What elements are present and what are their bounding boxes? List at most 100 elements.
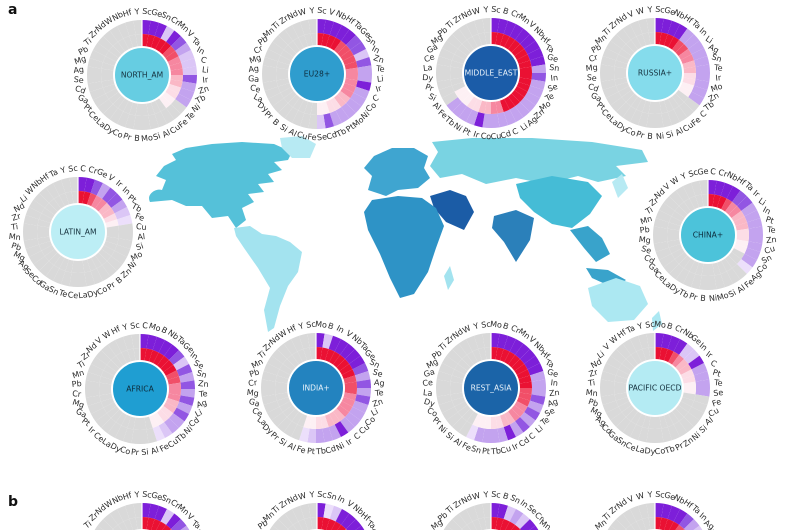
outer-ring-segment-Ge [90,179,103,196]
inner-ring-segment-Li [618,363,632,375]
inner-ring-segment-Te [514,401,528,413]
outer-ring-segment-Pb [653,226,668,235]
element-label-Ni: Ni [126,259,138,271]
element-label-Si: Si [444,431,455,443]
inner-ring-segment-Mg [616,396,630,407]
outer-ring-segment-Ga [436,371,453,382]
outer-ring-segment-Mo [693,79,710,90]
outer-ring-segment-Y [123,334,134,351]
outer-ring-segment-Cd [600,79,617,90]
outer-ring-segment-Y [133,20,142,35]
outer-ring-segment-Sn [474,426,485,443]
element-label-In: In [335,324,346,335]
inner-ring-segment-Ni [101,245,115,257]
outer-ring-segment-Ag [262,65,277,74]
element-label-Sc: Sc [645,320,655,330]
element-label-Sc: Sc [317,490,327,500]
outer-ring-segment-Hf [524,355,541,370]
outer-ring-segment-Nb [117,22,130,39]
inner-ring-segment-Pr [129,102,138,116]
outer-ring-segment-Sc [307,333,316,348]
inner-ring-segment-Cd [614,77,628,86]
inner-ring-segment-Y [648,517,655,530]
region-label-middle_east: MIDDLE_EAST [465,69,518,78]
inner-ring-segment-La [450,66,463,73]
outer-ring-segment-Al [667,109,680,126]
element-label-Sn: Sn [368,357,381,370]
element-label-In: In [195,528,206,530]
inner-ring-segment-Ti [621,44,635,56]
element-label-Li: Li [370,407,380,418]
element-label-W: W [461,323,472,335]
outer-ring-segment-Li [28,199,45,214]
element-label-W: W [103,15,115,27]
inner-ring-segment-Si [146,102,155,116]
element-label-V: V [345,499,355,510]
inner-ring-segment-Pr [663,413,674,427]
outer-ring-segment-Mn [607,525,617,530]
inner-ring-segment-Pt [682,375,696,384]
outer-ring-segment-Cr [160,508,175,525]
outer-ring-segment-Pb [261,371,278,382]
inner-ring-segment-Y [127,348,136,362]
outer-ring-segment-W [675,185,690,202]
inner-ring-segment-Ge [659,517,668,530]
inner-ring-segment-Nd [466,351,478,365]
inner-ring-segment-Nd [472,34,483,48]
inner-ring-segment-La [115,412,127,426]
outer-ring-segment-Ni [328,424,341,441]
outer-ring-segment-Ti [87,364,104,377]
inner-ring-segment-Cd [49,252,61,266]
outer-ring-segment-Nb [329,21,342,38]
outer-ring-segment-Y [61,177,72,194]
element-label-Pr: Pr [424,82,435,93]
outer-ring-segment-Ce [436,56,453,67]
outer-ring-segment-Mn [263,363,280,376]
outer-ring-segment-Ir [688,355,705,370]
element-label-Fe: Fe [177,117,190,130]
inner-ring-segment-Mn [277,369,291,380]
element-label-Te: Te [713,63,723,73]
outer-ring-segment-Se [87,75,102,84]
outer-ring-segment-Fe [466,424,479,441]
element-label-Mn: Mn [8,232,21,242]
element-label-Ir: Ir [704,349,714,360]
outer-ring-segment-V [323,19,334,36]
map-region-latin-america [234,226,302,332]
inner-ring-segment-Li [731,210,745,222]
inner-ring-segment-C [333,408,345,422]
inner-ring-segment-Ga [276,74,289,81]
element-label-Mg: Mg [73,54,87,66]
outer-ring-segment-Mo [142,115,151,130]
element-label-Mo: Mo [148,321,162,333]
donut-chart-b3: ScBSnInSeCrMnVNbHfTaGeTeMoZnAgLiCCdCuCoI… [425,490,555,530]
inner-ring-segment-Ti [36,225,50,232]
element-label-Y: Y [297,321,306,331]
outer-ring-segment-V [515,343,530,360]
outer-ring-segment-Sc [482,333,491,348]
outer-ring-segment-Sc [131,334,140,349]
element-label-Ir: Ir [375,83,384,94]
outer-ring-segment-Mn [509,338,524,355]
inner-ring-segment-Ti [101,370,115,381]
inner-ring-segment-Zr [292,521,303,530]
element-label-La: La [252,92,265,104]
inner-ring-segment-W [304,517,313,530]
inner-ring-segment-C [708,194,715,207]
inner-ring-segment-Ge [339,363,353,375]
outer-ring-segment-La [436,388,451,397]
outer-ring-segment-Al [291,424,304,441]
outer-ring-segment-Tb [316,428,325,443]
outer-ring-segment-Sc [317,503,326,518]
outer-ring-segment-Zn [354,394,371,405]
outer-ring-segment-Mg [85,395,102,406]
element-label-Ge: Ge [663,5,676,17]
outer-ring-segment-Pr [277,416,292,433]
element-label-C: C [371,93,381,104]
element-label-Al: Al [137,232,146,242]
outer-ring-segment-Ag [529,394,546,405]
inner-ring-segment-V [636,519,646,530]
element-label-Ir: Ir [715,73,722,83]
outer-ring-segment-B [278,102,293,119]
outer-ring-segment-W [109,508,124,525]
